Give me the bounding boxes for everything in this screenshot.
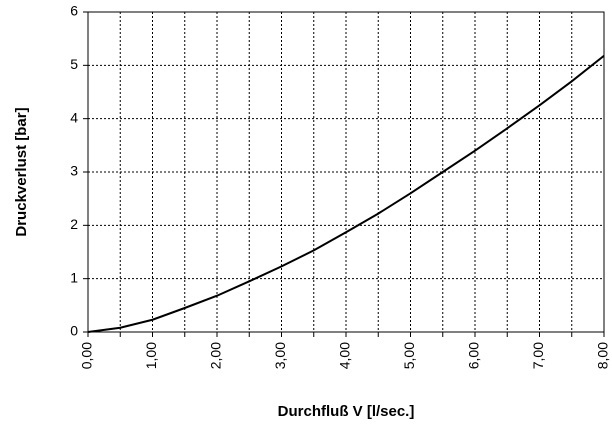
x-tick-label: 2,00 <box>208 342 224 369</box>
y-axis-title: Druckverlust [bar] <box>13 107 30 236</box>
x-tick-label: 3,00 <box>272 342 288 369</box>
y-tick-label: 6 <box>70 3 78 19</box>
y-tick-label: 5 <box>70 56 78 72</box>
y-tick-label: 4 <box>70 109 78 125</box>
y-tick-label: 2 <box>70 216 78 232</box>
x-tick-label: 1,00 <box>143 342 159 369</box>
x-tick-label: 7,00 <box>530 342 546 369</box>
y-tick-label: 0 <box>70 323 78 339</box>
line <box>87 54 605 333</box>
plot-border <box>87 11 605 333</box>
x-tick-label: 0,00 <box>79 342 95 369</box>
x-tick-label: 6,00 <box>466 342 482 369</box>
x-axis-title: Durchfluß V [l/sec.] <box>278 403 415 420</box>
y-tick-label: 3 <box>70 163 78 179</box>
y-tick-label: 1 <box>70 269 78 285</box>
x-tick-label: 4,00 <box>337 342 353 369</box>
x-tick-label: 8,00 <box>595 342 611 369</box>
x-tick-label: 5,00 <box>401 342 417 369</box>
